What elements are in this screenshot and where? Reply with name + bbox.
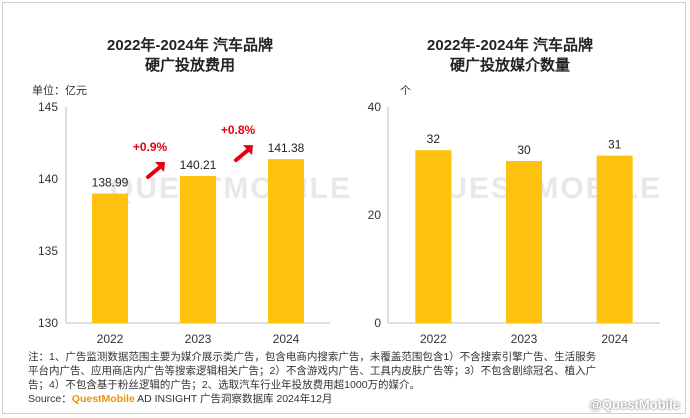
y-axis-unit-spend: 单位：亿元 (32, 85, 87, 97)
growth-arrow-icon (146, 164, 162, 179)
spend-x-tick-label: 2022 (97, 332, 124, 346)
growth-arrowhead-icon (243, 145, 253, 156)
chart-title-spend-line1: 2022年-2024年 汽车品牌 (107, 37, 273, 54)
media-x-tick-label: 2022 (420, 332, 447, 346)
spend-y-tick-label: 135 (38, 244, 58, 258)
note-line-3: 告；4）不包含基于粉丝逻辑的广告；2、选取汽车行业年投放费用超1000万的媒介。 (28, 379, 421, 391)
source-brand: QuestMobile (71, 393, 135, 405)
spend-y-tick-label: 145 (38, 100, 58, 114)
spend-bar (180, 175, 216, 323)
growth-annotation-label: +0.9% (133, 140, 168, 154)
y-axis-unit-media: 个 (400, 85, 411, 97)
media-x-tick-label: 2023 (511, 332, 538, 346)
note-line-1: 注：1、广告监测数据范围主要为媒介展示类广告，包含电商内搜索广告，未覆盖范围包含… (28, 351, 597, 363)
growth-annotation-label: +0.8% (221, 123, 256, 137)
media-x-tick-label: 2024 (601, 332, 628, 346)
corner-watermark: @QuestMobile (589, 397, 680, 412)
chart-title-spend-line2: 硬广投放费用 (144, 57, 235, 74)
growth-arrow-icon (234, 148, 250, 163)
media-y-tick-label: 40 (368, 100, 382, 114)
spend-bar-value-label: 141.38 (268, 141, 305, 155)
chart-spend: 130 135 140 145 138.99 2022 140.21 2023 141.38 20… (38, 100, 330, 346)
source-prefix: Source： (28, 393, 72, 405)
spend-bar (268, 159, 304, 323)
spend-x-tick-label: 2023 (185, 332, 212, 346)
chart-media: 0 20 40 32 2022 30 2023 31 2024 (368, 100, 660, 346)
chart-title-media: 2022年-2024年 汽车品牌 硬广投放媒介数量 (380, 36, 640, 76)
chart-title-media-line1: 2022年-2024年 汽车品牌 (427, 37, 593, 54)
media-bar (596, 155, 633, 323)
chart-title-media-line2: 硬广投放媒介数量 (449, 57, 570, 74)
spend-bar (92, 193, 128, 323)
spend-bar-value-label: 140.21 (180, 158, 217, 172)
media-y-tick-label: 0 (374, 316, 381, 330)
charts-svg: 130 135 140 145 138.99 2022 140.21 2023 141.38 20… (38, 100, 660, 346)
source-line: Source：QuestMobile AD INSIGHT 广告洞察数据库 20… (28, 392, 658, 406)
note-line-2: 平台内广告、应用商店内广告等搜索逻辑相关广告；2）不含游戏内广告、工具内皮肤广告… (28, 365, 597, 377)
spend-y-tick-label: 130 (38, 316, 58, 330)
media-bar (506, 161, 542, 323)
footnotes: 注：1、广告监测数据范围主要为媒介展示类广告，包含电商内搜索广告，未覆盖范围包含… (28, 350, 658, 406)
source-rest: AD INSIGHT 广告洞察数据库 2024年12月 (134, 393, 333, 405)
media-bar (415, 150, 452, 323)
chart-title-spend: 2022年-2024年 汽车品牌 硬广投放费用 (60, 36, 320, 76)
media-y-tick-label: 20 (368, 208, 382, 222)
growth-arrowhead-icon (155, 161, 165, 172)
media-bar-value-label: 31 (608, 138, 622, 152)
spend-y-tick-label: 140 (38, 172, 58, 186)
media-bar-value-label: 30 (517, 143, 531, 157)
media-bar-value-label: 32 (427, 132, 441, 146)
spend-x-tick-label: 2024 (273, 332, 300, 346)
spend-bar-value-label: 138.99 (92, 176, 129, 190)
